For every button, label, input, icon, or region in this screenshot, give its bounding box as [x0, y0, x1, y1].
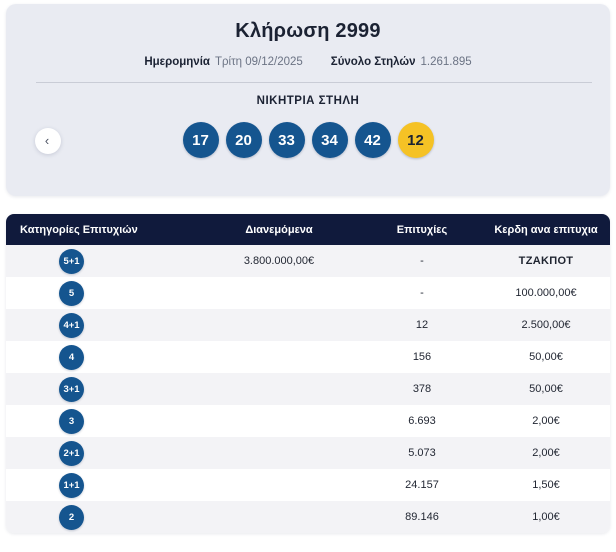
table-row: 1+1 24.157 1,50€	[6, 469, 610, 501]
column-header-distributed: Διανεμόμενα	[196, 214, 362, 245]
column-header-prize: Κερδη ανα επιτυχια	[482, 214, 610, 245]
table-row: 2 89.146 1,00€	[6, 501, 610, 533]
cell-distributed	[196, 277, 362, 309]
cell-prize: 2,00€	[532, 415, 560, 427]
winning-ball-bonus: 12	[397, 122, 434, 158]
winning-ball-4: 34	[311, 122, 348, 158]
category-badge: 4	[59, 344, 84, 370]
table-header-row: Κατηγορίες Επιτυχιών Διανεμόμενα Επιτυχί…	[6, 214, 610, 245]
table-row: 4+1 12 2.500,00€	[6, 309, 610, 341]
winning-ball-5: 42	[354, 122, 391, 158]
meta-date-label: Ημερομηνία	[144, 56, 210, 68]
category-badge: 1+1	[59, 472, 84, 498]
winning-ball-1: 17	[182, 122, 219, 158]
chevron-left-icon: ‹	[44, 133, 50, 148]
cell-category: 5	[6, 277, 196, 309]
cell-winners: 89.146	[405, 511, 439, 523]
cell-distributed	[196, 437, 362, 469]
meta-date-value: Τρίτη 09/12/2025	[214, 56, 303, 68]
column-header-category: Κατηγορίες Επιτυχιών	[6, 214, 196, 245]
cell-distributed	[196, 405, 362, 437]
cell-distributed	[196, 469, 362, 501]
winning-ball-2: 20	[225, 122, 262, 158]
meta-date: Ημερομηνία Τρίτη 09/12/2025	[144, 56, 302, 68]
cell-winners: 12	[415, 319, 429, 331]
page-title: Κλήρωση 2999	[235, 20, 381, 42]
cell-winners: 6.693	[408, 415, 436, 427]
cell-winners: -	[420, 287, 424, 299]
cell-winners: 378	[412, 383, 432, 395]
table-row: 3+1 378 50,00€	[6, 373, 610, 405]
cell-prize: 2,00€	[532, 447, 560, 459]
cell-category: 5+1	[6, 245, 196, 277]
meta-total-columns: Σύνολο Στηλών 1.261.895	[331, 56, 472, 68]
cell-winners: 156	[412, 351, 432, 363]
prize-table-body: 5+1 3.800.000,00€ - ΤΖΑΚΠΟΤ 5 - 100.000,…	[6, 245, 610, 533]
prize-table: Κατηγορίες Επιτυχιών Διανεμόμενα Επιτυχί…	[6, 214, 610, 533]
draw-meta-row: Ημερομηνία Τρίτη 09/12/2025 Σύνολο Στηλώ…	[6, 56, 610, 68]
cell-winners: -	[420, 255, 424, 267]
category-badge: 5	[59, 280, 84, 306]
table-row: 2+1 5.073 2,00€	[6, 437, 610, 469]
winning-numbers-row: 17 20 33 34 42 12	[6, 122, 610, 158]
meta-total-columns-value: 1.261.895	[420, 56, 472, 68]
cell-category: 1+1	[6, 469, 196, 501]
cell-prize: 100.000,00€	[515, 287, 577, 299]
prize-table-head: Κατηγορίες Επιτυχιών Διανεμόμενα Επιτυχί…	[6, 214, 610, 245]
cell-prize: 2.500,00€	[521, 319, 571, 331]
meta-total-columns-label: Σύνολο Στηλών	[330, 56, 416, 68]
category-badge: 4+1	[59, 312, 84, 338]
table-row: 5+1 3.800.000,00€ - ΤΖΑΚΠΟΤ	[6, 245, 610, 277]
cell-prize: ΤΖΑΚΠΟΤ	[518, 255, 574, 267]
prize-breakdown-table: Κατηγορίες Επιτυχιών Διανεμόμενα Επιτυχί…	[6, 214, 610, 533]
cell-category: 4	[6, 341, 196, 373]
draw-result-card: Κλήρωση 2999 Ημερομηνία Τρίτη 09/12/2025…	[6, 4, 610, 196]
previous-draw-button[interactable]: ‹	[35, 128, 61, 154]
table-row: 5 - 100.000,00€	[6, 277, 610, 309]
category-badge: 2	[59, 504, 84, 530]
cell-prize: 50,00€	[529, 383, 563, 395]
cell-distributed	[196, 309, 362, 341]
table-row: 3 6.693 2,00€	[6, 405, 610, 437]
table-row: 4 156 50,00€	[6, 341, 610, 373]
column-header-winners: Επιτυχίες	[362, 214, 482, 245]
cell-prize: 50,00€	[529, 351, 563, 363]
winning-column-label: ΝΙΚΗΤΡΙΑ ΣΤΗΛΗ	[256, 95, 360, 107]
cell-category: 3	[6, 405, 196, 437]
category-badge: 2+1	[59, 440, 84, 466]
cell-distributed	[196, 373, 362, 405]
winning-ball-3: 33	[268, 122, 305, 158]
cell-winners: 24.157	[405, 479, 439, 491]
category-badge: 5+1	[59, 248, 84, 274]
cell-distributed: 3.800.000,00€	[243, 255, 315, 267]
cell-prize: 1,00€	[532, 511, 560, 523]
category-badge: 3	[59, 408, 84, 434]
card-divider	[36, 82, 592, 83]
cell-winners: 5.073	[408, 447, 436, 459]
cell-category: 2+1	[6, 437, 196, 469]
cell-category: 4+1	[6, 309, 196, 341]
category-badge: 3+1	[59, 376, 84, 402]
cell-prize: 1,50€	[532, 479, 560, 491]
cell-distributed	[196, 501, 362, 533]
cell-category: 3+1	[6, 373, 196, 405]
cell-category: 2	[6, 501, 196, 533]
cell-distributed	[196, 341, 362, 373]
